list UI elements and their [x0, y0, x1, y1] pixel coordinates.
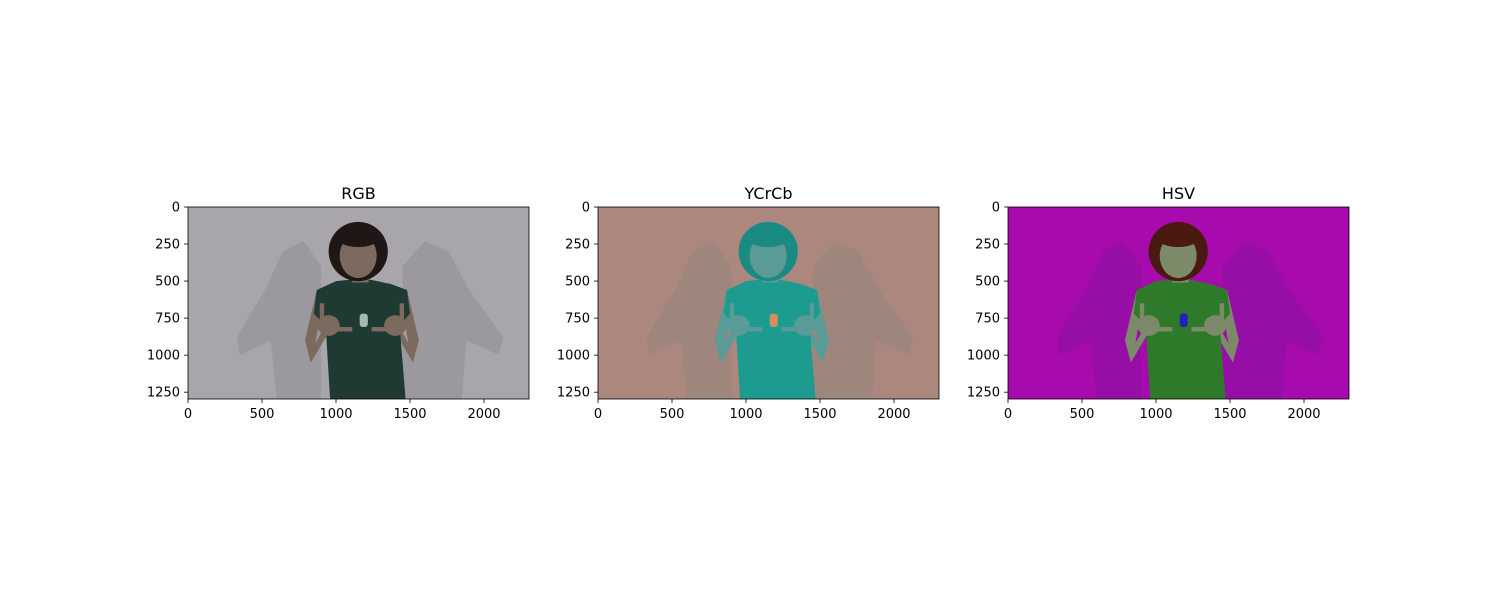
left-shadow: [1056, 241, 1142, 399]
axes-frame: [187, 206, 530, 400]
subplot-title: RGB: [341, 184, 376, 203]
left-arm: [714, 289, 741, 363]
x-tick-label: 0: [594, 407, 602, 422]
axes-frame: [1007, 206, 1350, 400]
left-thumb: [1139, 303, 1145, 322]
y-tick-label: 250: [975, 238, 1000, 253]
right-arm: [803, 289, 829, 363]
x-tick-label: 1000: [729, 407, 762, 422]
subplot-rgb: RGB 0 500 1000 1500 2000 0 250 500 750 1000 1250: [147, 184, 530, 422]
subplot-title: HSV: [1162, 184, 1195, 203]
right-pinky: [781, 327, 798, 332]
y-tick-label: 0: [992, 201, 1000, 216]
x-tick-label: 500: [660, 407, 685, 422]
y-tick-label: 1000: [147, 349, 180, 364]
image-content: [598, 207, 939, 399]
x-tick-label: 2000: [1287, 407, 1320, 422]
y-tick-label: 0: [582, 201, 590, 216]
left-thumb: [729, 303, 735, 322]
left-pinky: [336, 327, 353, 332]
left-shadow: [236, 241, 322, 399]
y-tick-label: 750: [975, 312, 1000, 327]
y-tick-label: 500: [975, 275, 1000, 290]
right-arm: [1213, 289, 1239, 363]
y-tick-label: 1250: [967, 386, 1000, 401]
shirt-logo: [769, 313, 778, 327]
x-tick-label: 1500: [1213, 407, 1246, 422]
x-tick-label: 500: [250, 407, 275, 422]
y-tick-label: 250: [155, 238, 180, 253]
y-tick-label: 500: [155, 275, 180, 290]
y-tick-label: 1250: [147, 386, 180, 401]
subplot-ycrcb: YCrCb 0 500 1000 1500 2000 0 250 500 750 1000 1250: [557, 184, 940, 422]
y-tick-label: 0: [172, 201, 180, 216]
y-tick-label: 750: [155, 312, 180, 327]
x-tick-label: 1500: [803, 407, 836, 422]
image-content: [188, 207, 529, 399]
right-shadow: [402, 241, 504, 399]
shirt: [1133, 279, 1231, 399]
x-tick-label: 1000: [319, 407, 352, 422]
shirt: [723, 279, 821, 399]
x-tick-label: 1500: [393, 407, 426, 422]
left-arm: [304, 289, 331, 363]
x-tick-label: 2000: [877, 407, 910, 422]
y-tick-label: 250: [565, 238, 590, 253]
subplot-hsv: HSV 0 500 1000 1500 2000 0 250 500 750 1000 1250: [967, 184, 1350, 422]
y-tick-label: 1250: [557, 386, 590, 401]
left-pinky: [746, 327, 763, 332]
right-pinky: [371, 327, 388, 332]
shirt-logo: [359, 313, 368, 327]
x-tick-label: 1000: [1139, 407, 1172, 422]
x-tick-label: 500: [1070, 407, 1095, 422]
y-tick-label: 500: [565, 275, 590, 290]
shirt-logo: [1179, 313, 1188, 327]
fringe: [1156, 226, 1201, 247]
axes-frame: [597, 206, 940, 400]
left-arm: [1124, 289, 1151, 363]
left-thumb: [319, 303, 325, 322]
y-tick-label: 750: [565, 312, 590, 327]
right-thumb: [809, 303, 815, 322]
x-tick-label: 0: [1004, 407, 1012, 422]
fringe: [746, 226, 791, 247]
right-thumb: [399, 303, 405, 322]
right-arm: [393, 289, 419, 363]
right-thumb: [1219, 303, 1225, 322]
x-tick-label: 2000: [467, 407, 500, 422]
fringe: [336, 226, 381, 247]
y-tick-label: 1000: [557, 349, 590, 364]
right-pinky: [1191, 327, 1208, 332]
shirt: [313, 279, 411, 399]
right-shadow: [812, 241, 914, 399]
right-shadow: [1222, 241, 1324, 399]
y-tick-label: 1000: [967, 349, 1000, 364]
left-pinky: [1156, 327, 1173, 332]
left-shadow: [646, 241, 732, 399]
x-tick-label: 0: [184, 407, 192, 422]
subplot-title: YCrCb: [744, 184, 793, 203]
image-content: [1008, 207, 1349, 399]
